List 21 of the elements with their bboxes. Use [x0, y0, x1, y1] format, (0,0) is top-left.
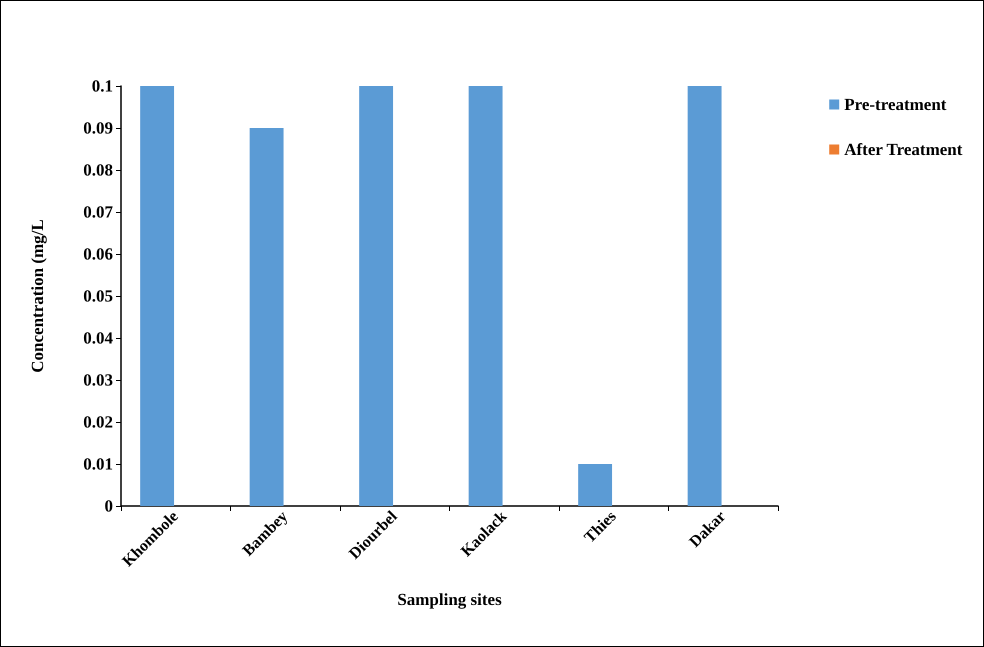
y-tick-label: 0.04 — [83, 328, 114, 348]
legend-label: After Treatment — [844, 140, 963, 159]
y-tick-label: 0 — [104, 496, 113, 516]
y-tick-label: 0.06 — [83, 244, 113, 264]
bar — [578, 464, 612, 506]
y-tick-label: 0.07 — [83, 202, 114, 222]
y-tick-label: 0.03 — [83, 370, 113, 390]
bar — [250, 128, 284, 506]
bar — [468, 86, 503, 506]
bar — [688, 86, 722, 506]
y-tick-label: 0.01 — [83, 454, 113, 474]
y-tick-label: 0.05 — [83, 286, 113, 306]
y-tick-label: 0.08 — [83, 160, 113, 180]
y-tick-label: 0.02 — [83, 412, 113, 432]
legend-label: Pre-treatment — [844, 95, 947, 114]
y-tick-label: 0.09 — [83, 118, 113, 138]
x-axis-title: Sampling sites — [397, 590, 502, 609]
y-axis-title: Concentration (mg/L — [28, 219, 47, 373]
bar — [140, 86, 174, 506]
y-tick-label: 0.1 — [92, 76, 113, 96]
bar — [359, 86, 394, 506]
